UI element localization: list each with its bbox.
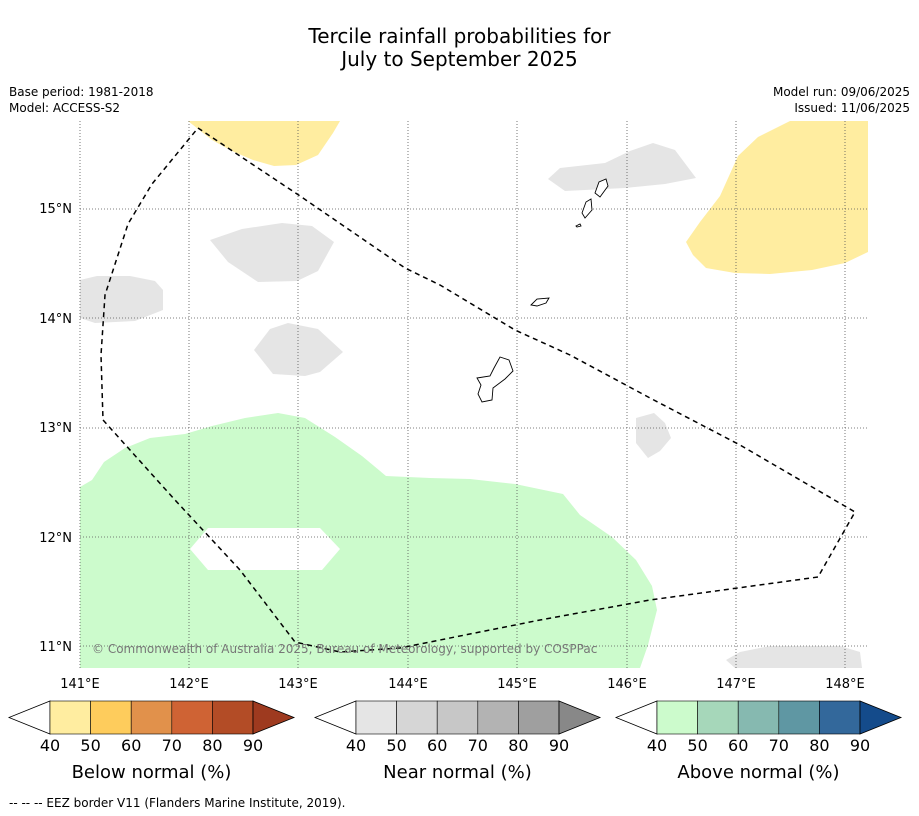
longitude-labels: 141°E 142°E 143°E 144°E 145°E 146°E 147°…: [60, 677, 865, 692]
colorbar-upper-extension: [558, 700, 602, 735]
colorbar-segment: [212, 700, 254, 735]
model-name: Model: ACCESS-S2: [9, 101, 121, 115]
lon-label: 146°E: [607, 677, 647, 692]
colorbar-tick-label: 60: [427, 736, 447, 755]
below-normal-region-north: [188, 121, 340, 166]
colorbar-lower-extension: [614, 700, 658, 735]
island-outlines: [476, 178, 609, 403]
forecast-shading: [80, 121, 868, 668]
colorbar-group: 40 50 60 70 80 90 Below normal (%) 40 50 60 70 80 90…: [7, 700, 903, 783]
near-normal-region-4: [548, 143, 696, 191]
colorbar-tick-label: 40: [647, 736, 667, 755]
title-line-1: Tercile rainfall probabilities for: [308, 24, 611, 48]
map-gridlines: [79, 121, 868, 668]
eez-legend-note: -- -- -- EEZ border V11 (Flanders Marine…: [9, 796, 346, 810]
colorbar-segment: [396, 700, 438, 735]
colorbar-tick-label: 70: [468, 736, 488, 755]
lon-label: 141°E: [60, 677, 100, 692]
colorbar-segment: [518, 700, 560, 735]
colorbar-tick-label: 70: [162, 736, 182, 755]
colorbar-segment: [171, 700, 213, 735]
eez-border: [100, 126, 857, 653]
lon-label: 148°E: [825, 677, 865, 692]
colorbar-upper-extension: [252, 700, 296, 735]
colorbar-segment: [90, 700, 132, 735]
lat-label: 12°N: [39, 531, 72, 546]
colorbar-tick-label: 90: [549, 736, 569, 755]
colorbar-tick-label: 90: [243, 736, 263, 755]
lat-label: 15°N: [39, 202, 72, 217]
colorbar-lower-extension: [313, 700, 357, 735]
base-period: Base period: 1981-2018: [9, 85, 154, 99]
colorbar-tick-label: 50: [386, 736, 406, 755]
colorbar-segment: [778, 700, 820, 735]
colorbar-above: 40 50 60 70 80 90 Above normal (%): [614, 700, 903, 783]
colorbar-tick-label: 40: [40, 736, 60, 755]
colorbar-title: Near normal (%): [383, 762, 532, 783]
colorbar-segment: [477, 700, 519, 735]
lat-label: 14°N: [39, 312, 72, 327]
colorbar-tick-label: 50: [687, 736, 707, 755]
colorbar-tick-label: 80: [809, 736, 829, 755]
lon-label: 142°E: [169, 677, 209, 692]
lon-label: 144°E: [388, 677, 428, 692]
colorbar-tick-label: 60: [728, 736, 748, 755]
below-normal-region-east: [686, 121, 868, 274]
lat-label: 13°N: [39, 421, 72, 436]
title-line-2: July to September 2025: [341, 47, 578, 71]
colorbar-tick-label: 80: [508, 736, 528, 755]
guam-island: [476, 356, 514, 403]
colorbar-lower-extension: [7, 700, 51, 735]
colorbar-tick-label: 90: [850, 736, 870, 755]
near-normal-region-1: [80, 276, 163, 323]
issued-date: Issued: 11/06/2025: [794, 101, 910, 115]
near-normal-region-5: [636, 413, 671, 458]
tinian-island: [581, 198, 593, 219]
colorbar-tick-label: 50: [80, 736, 100, 755]
colorbar-tick-label: 40: [346, 736, 366, 755]
near-normal-region-6: [726, 646, 862, 668]
colorbar-tick-label: 60: [121, 736, 141, 755]
colorbar-title: Below normal (%): [72, 762, 232, 783]
near-normal-region-2: [210, 223, 334, 282]
colorbar-segment: [49, 700, 91, 735]
colorbar-below: 40 50 60 70 80 90 Below normal (%): [7, 700, 296, 783]
colorbar-upper-extension: [859, 700, 903, 735]
lon-label: 147°E: [716, 677, 756, 692]
colorbar-title: Above normal (%): [677, 762, 839, 783]
lon-label: 145°E: [497, 677, 537, 692]
colorbar-segment: [697, 700, 739, 735]
copyright-text: © Commonwealth of Australia 2025, Bureau…: [92, 642, 597, 656]
rota-island: [530, 297, 550, 307]
lat-label: 11°N: [39, 640, 72, 655]
aguijan-islet: [575, 223, 582, 228]
colorbar-segment: [436, 700, 479, 735]
lon-label: 143°E: [278, 677, 318, 692]
colorbar-segment: [819, 700, 861, 735]
colorbar-tick-label: 80: [202, 736, 222, 755]
model-run-date: Model run: 09/06/2025: [772, 85, 910, 99]
colorbar-tick-label: 70: [769, 736, 789, 755]
saipan-island: [594, 178, 609, 198]
colorbar-segment: [656, 700, 698, 735]
above-normal-region: [80, 413, 657, 668]
latitude-labels: 15°N 14°N 13°N 12°N 11°N: [39, 202, 72, 655]
colorbar-near: 40 50 60 70 80 90 Near normal (%): [313, 700, 602, 783]
colorbar-segment: [130, 700, 173, 735]
white-hole: [190, 528, 340, 570]
near-normal-region-3: [254, 323, 343, 376]
colorbar-segment: [737, 700, 780, 735]
colorbar-segment: [355, 700, 397, 735]
